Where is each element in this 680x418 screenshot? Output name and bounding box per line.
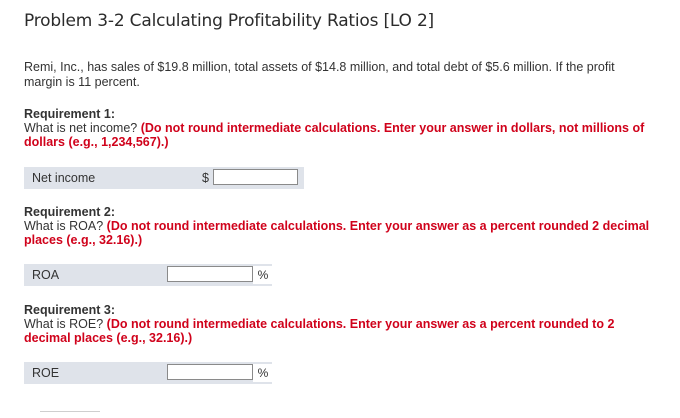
roa-label: ROA (32, 268, 60, 282)
requirement-question: What is ROA? (24, 219, 104, 233)
requirement-2: Requirement 2: What is ROA? (Do not roun… (24, 205, 654, 247)
dollar-sign: $ (202, 171, 209, 185)
roa-row: ROA % (24, 264, 273, 286)
requirement-question: What is ROE? (24, 317, 104, 331)
requirement-label: Requirement 3: (24, 303, 115, 317)
problem-statement: Remi, Inc., has sales of $19.8 million, … (24, 60, 615, 89)
requirement-label: Requirement 2: (24, 205, 115, 219)
requirement-label: Requirement 1: (24, 107, 115, 121)
roe-row: ROE % (24, 362, 273, 384)
percent-sign: % (253, 266, 273, 284)
roe-label: ROE (32, 366, 60, 380)
net-income-input[interactable] (213, 169, 298, 185)
requirement-instruction: (Do not round intermediate calculations.… (24, 219, 650, 247)
requirement-instruction: (Do not round intermediate calculations.… (24, 317, 615, 345)
requirement-3: Requirement 3: What is ROE? (Do not roun… (24, 303, 654, 345)
net-income-label: Net income (32, 171, 96, 185)
roe-input[interactable] (167, 364, 253, 380)
net-income-row: Net income $ (24, 167, 304, 189)
requirement-question: What is net income? (24, 121, 138, 135)
page-title: Problem 3-2 Calculating Profitability Ra… (24, 11, 434, 31)
requirement-1: Requirement 1: What is net income? (Do n… (24, 107, 654, 149)
roa-input[interactable] (167, 266, 253, 282)
bottom-divider (40, 411, 100, 418)
requirement-instruction: (Do not round intermediate calculations.… (24, 121, 645, 149)
percent-sign: % (253, 364, 273, 382)
